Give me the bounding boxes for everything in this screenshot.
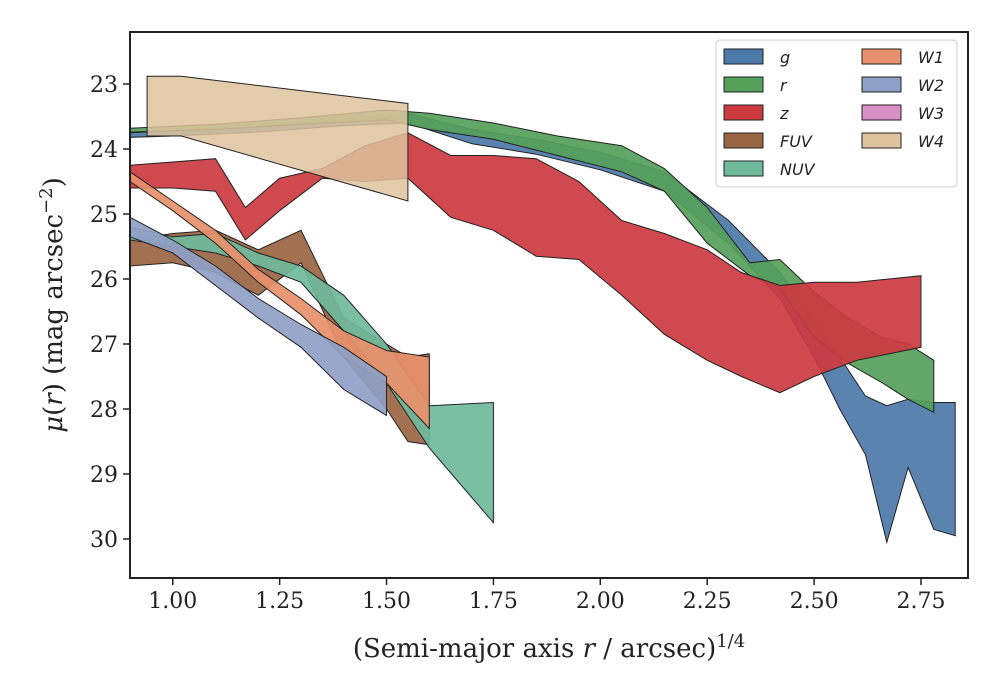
y-tick-label: 30 [90, 528, 118, 553]
legend-label-w2: W2 [918, 76, 944, 95]
y-tick-label: 27 [90, 333, 118, 358]
legend-label-g: g [780, 48, 790, 67]
y-tick-label: 25 [90, 203, 118, 228]
y-tick-label: 28 [90, 398, 118, 423]
band-w2 [129, 216, 387, 417]
y-axis-ticks: 23 24 25 26 27 28 29 30 [90, 73, 130, 553]
legend-swatch-w4 [861, 132, 902, 149]
x-axis-title: (Semi-major axis r / arcsec)1/4 [353, 631, 745, 665]
legend-label-r: r [780, 76, 788, 95]
legend-swatch-z [723, 104, 764, 121]
bands-layer [129, 75, 956, 545]
x-tick-label: 1.75 [469, 589, 518, 614]
legend-swatch-w2 [861, 76, 902, 93]
legend-swatch-w3 [861, 104, 902, 121]
legend-swatch-nuv [723, 160, 764, 177]
x-tick-label: 1.00 [148, 589, 197, 614]
band-r [129, 109, 935, 414]
y-tick-label: 24 [90, 138, 118, 163]
y-tick-label: 26 [90, 268, 118, 293]
x-tick-label: 1.25 [255, 589, 304, 614]
plot-frame [129, 31, 969, 579]
band-w1 [129, 170, 430, 430]
legend-swatch-fuv [723, 132, 764, 149]
band-w4 [146, 75, 409, 202]
x-tick-label: 2.25 [683, 589, 732, 614]
y-tick-label: 23 [90, 73, 118, 98]
y-tick-label: 29 [90, 463, 118, 488]
legend-swatch-g [723, 48, 764, 65]
x-tick-label: 2.00 [576, 589, 625, 614]
band-nuv [129, 226, 494, 525]
legend-swatch-r [723, 76, 764, 93]
x-tick-label: 2.75 [896, 589, 945, 614]
legend-label-nuv: NUV [780, 160, 816, 179]
x-tick-label: 1.50 [362, 589, 411, 614]
x-tick-label: 2.50 [790, 589, 839, 614]
x-axis-ticks: 1.00 1.25 1.50 1.75 2.00 2.25 2.50 2.75 [148, 578, 945, 614]
legend-label-w3: W3 [918, 104, 944, 123]
legend-label-z: z [779, 104, 789, 123]
y-axis-title: μ(r) (mag arcsec−2) [36, 177, 70, 433]
legend-label-w4: W4 [918, 132, 944, 151]
legend-label-w1: W1 [918, 48, 944, 67]
legend: grz FUV NUV W1 W2 W3 W4 [715, 39, 958, 188]
legend-swatch-w1 [861, 48, 902, 65]
legend-label-fuv: FUV [780, 132, 813, 151]
